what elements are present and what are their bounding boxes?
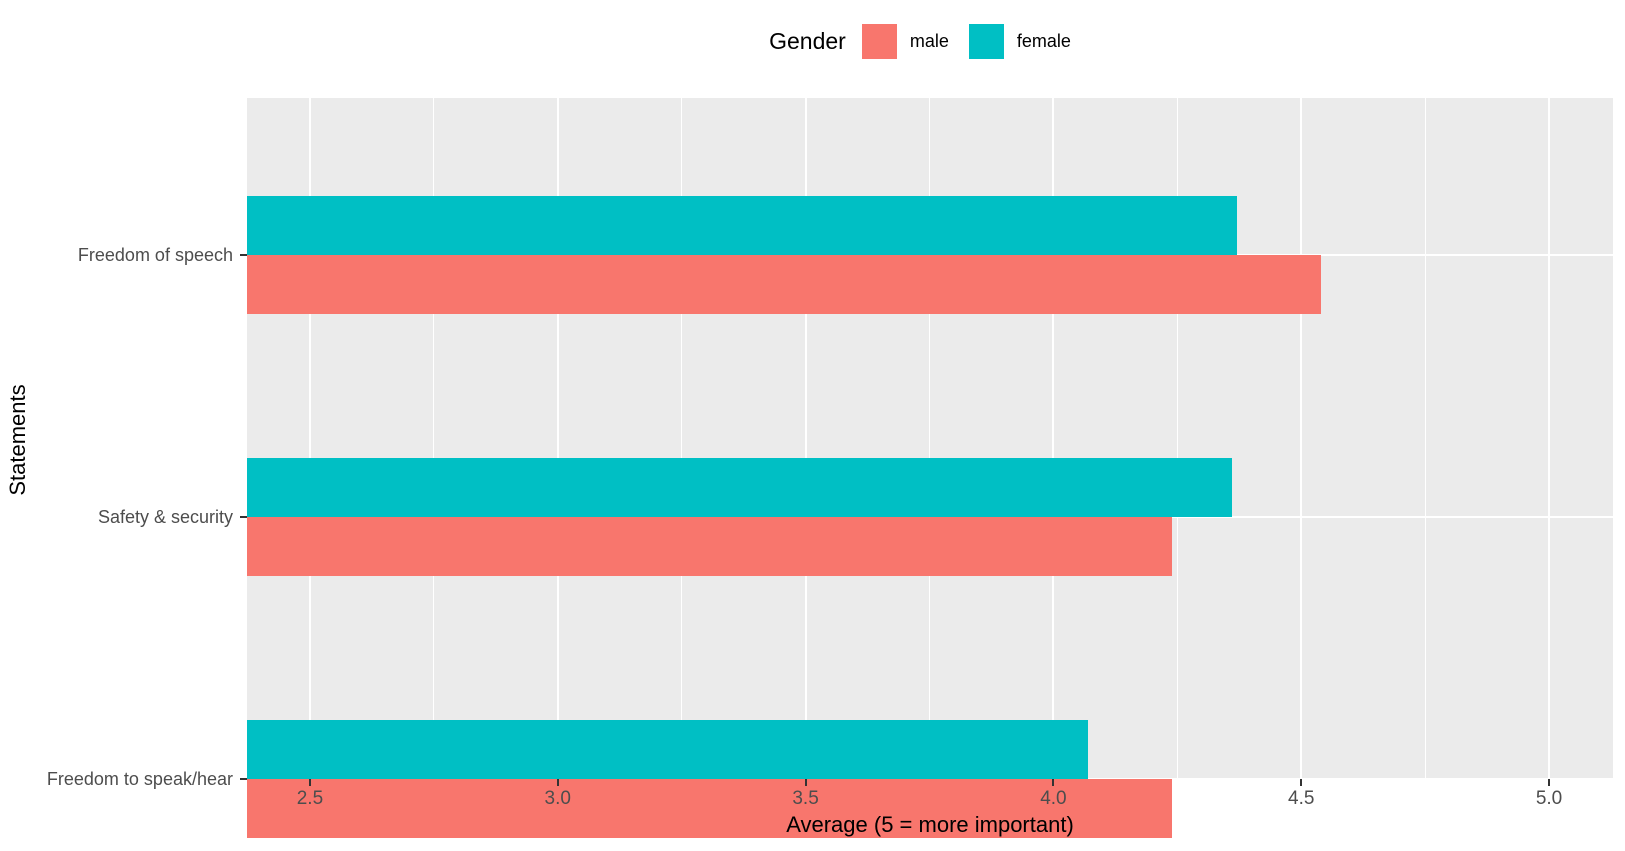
legend-item-female: female [968, 23, 1071, 59]
x-tick-label-3.5: 3.5 [792, 788, 819, 809]
x-tick-label-4: 4.0 [1040, 788, 1067, 809]
major-gridline-x-3.5 [804, 98, 807, 779]
minor-gridline-x-3.25 [681, 98, 683, 779]
x-tick-label-4.5: 4.5 [1288, 788, 1315, 809]
legend-swatch-male-icon [861, 23, 897, 59]
y-tick-mark-freedom-of-speech [240, 254, 247, 257]
x-tick-label-2.5: 2.5 [296, 788, 324, 809]
legend-swatch-female-icon [968, 23, 1004, 59]
x-tick-mark-3.5 [804, 779, 807, 786]
minor-gridline-x-4.25 [1176, 98, 1178, 779]
legend: Gender male female [247, 20, 1613, 62]
x-tick-mark-3 [556, 779, 559, 786]
major-gridline-x-3 [556, 98, 559, 779]
legend-title: Gender [769, 27, 846, 54]
minor-gridline-x-2.75 [433, 98, 435, 779]
y-axis-title: Statements [5, 384, 30, 496]
y-tick-mark-freedom-to-speak-hear [240, 778, 247, 780]
x-tick-label-5: 5.0 [1535, 788, 1563, 809]
minor-gridline-x-3.75 [929, 98, 930, 779]
bar-male-safety-security [247, 517, 1173, 576]
x-axis-title: Average (5 = more important) [786, 812, 1074, 837]
x-tick-mark-4.5 [1300, 779, 1303, 786]
y-tick-label-safety-security: Safety & security [97, 507, 233, 528]
major-gridline-x-4.5 [1300, 98, 1303, 779]
bar-female-freedom-of-speech [247, 196, 1237, 256]
y-tick-mark-safety-security [240, 516, 247, 519]
plot-panel [247, 98, 1613, 838]
x-tick-mark-4 [1052, 779, 1055, 786]
legend-label-female: female [1016, 30, 1071, 51]
bar-male-freedom-of-speech [247, 255, 1322, 315]
y-tick-label-freedom-to-speak-hear: Freedom to speak/hear [46, 769, 233, 789]
y-tick-label-freedom-of-speech: Freedom of speech [77, 245, 233, 266]
minor-gridline-x-4.75 [1424, 98, 1426, 779]
legend-item-male: male [861, 23, 949, 59]
bar-male-freedom-to-speak-hear [247, 779, 1173, 838]
bar-female-safety-security [247, 458, 1232, 518]
bar-female-freedom-to-speak-hear [247, 720, 1089, 779]
x-tick-mark-5 [1548, 779, 1551, 786]
major-gridline-x-4 [1052, 98, 1055, 779]
legend-label-male: male [909, 30, 949, 51]
x-tick-mark-2.5 [308, 779, 311, 786]
x-tick-label-3: 3.0 [544, 788, 571, 809]
major-gridline-x-5 [1548, 98, 1551, 779]
major-gridline-x-2.5 [308, 98, 311, 779]
